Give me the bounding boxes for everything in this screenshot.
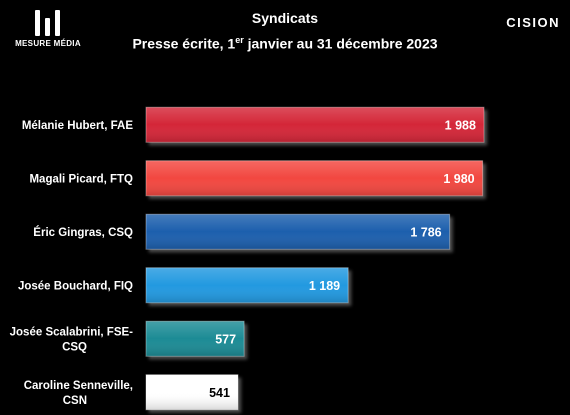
bar-highlight <box>146 214 450 250</box>
cision-logo: CISION <box>506 15 560 30</box>
category-label: Mélanie Hubert, FAE <box>22 120 134 132</box>
bar-highlight <box>146 374 238 410</box>
bar-highlight <box>146 321 245 357</box>
data-label: 1 980 <box>443 172 474 186</box>
category-label: Éric Gingras, CSQ <box>33 226 133 239</box>
category-label: Caroline Senneville, CSN <box>24 380 133 407</box>
brand-right-text: CISION <box>506 15 560 30</box>
title-line1: Syndicats <box>251 10 319 26</box>
title-line2-post: janvier au 31 décembre 2023 <box>243 35 438 52</box>
mesure-media-logo-icon <box>34 10 62 36</box>
category-label-line: CSQ <box>62 341 87 353</box>
title-line2: Presse écrite, 1er janvier au 31 décembr… <box>90 29 480 55</box>
category-label-line: Magali Picard, FTQ <box>29 173 133 185</box>
mesure-media-logo: MESURE MÉDIA <box>8 10 88 48</box>
title-line2-sup: er <box>235 35 244 45</box>
category-label: Josée Scalabrini, FSE- CSQ <box>10 326 134 353</box>
brand-left-text: MESURE MÉDIA <box>15 39 81 48</box>
category-label-line: Éric Gingras, CSQ <box>33 226 133 239</box>
data-label: 1 988 <box>445 118 476 132</box>
bar-highlight <box>146 107 484 143</box>
bar-highlight <box>146 267 349 303</box>
category-label: Magali Picard, FTQ <box>29 173 133 185</box>
category-label: Josée Bouchard, FIQ <box>18 280 133 292</box>
category-label-line: Caroline Senneville, <box>24 380 133 392</box>
category-label-line: Josée Bouchard, FIQ <box>18 280 133 292</box>
chart-title: Syndicats Presse écrite, 1er janvier au … <box>90 7 480 55</box>
category-label-line: CSN <box>63 395 87 407</box>
category-label-line: Mélanie Hubert, FAE <box>22 120 134 132</box>
data-label: 1 189 <box>309 279 340 293</box>
data-label: 577 <box>215 332 236 346</box>
title-line2-pre: Presse écrite, 1 <box>132 35 236 52</box>
data-label: 1 786 <box>410 225 441 239</box>
bar-highlight <box>146 160 483 196</box>
data-label: 541 <box>209 386 230 400</box>
category-label-line: Josée Scalabrini, FSE- <box>10 326 134 338</box>
